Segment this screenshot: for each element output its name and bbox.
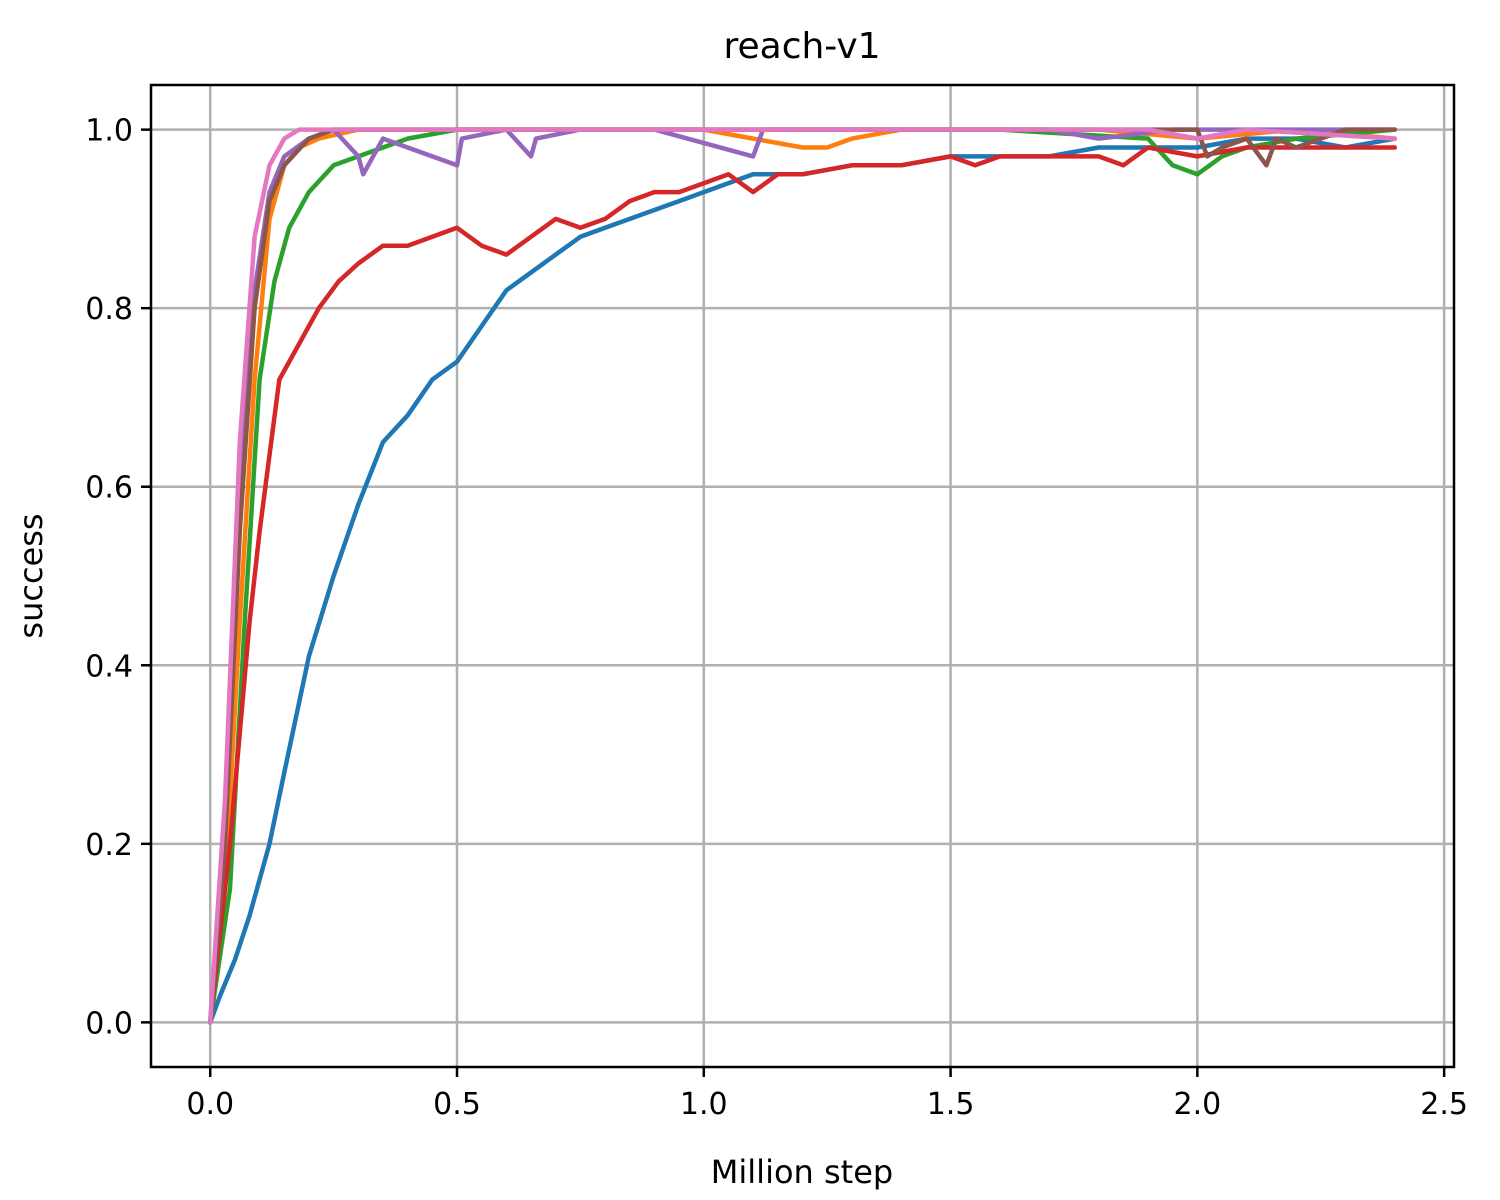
series-lines bbox=[207, 127, 1398, 1025]
series-line-5 bbox=[207, 127, 1398, 1025]
series-line-6 bbox=[207, 127, 1398, 1025]
y-tick-label: 0.2 bbox=[85, 828, 133, 863]
plot-frame bbox=[149, 83, 1456, 1069]
series-line-3 bbox=[207, 127, 1398, 1025]
x-tick-label: 0.0 bbox=[186, 1087, 234, 1122]
y-tick-label: 0.8 bbox=[85, 292, 133, 327]
x-axis: 0.0 0.5 1.0 1.5 2.0 2.5 bbox=[186, 1067, 1468, 1122]
x-tick-label: 2.5 bbox=[1420, 1087, 1468, 1122]
y-tick-label: 1.0 bbox=[85, 114, 133, 149]
grid-lines bbox=[151, 85, 1454, 1067]
series-line-7 bbox=[207, 127, 1398, 1025]
x-tick-label: 1.5 bbox=[927, 1087, 975, 1122]
y-tick-label: 0.6 bbox=[85, 471, 133, 506]
series-line-1 bbox=[207, 136, 1398, 1025]
x-axis-label: Million step bbox=[711, 1153, 893, 1191]
y-axis: 0.0 0.2 0.4 0.6 0.8 1.0 bbox=[85, 114, 151, 1041]
x-tick-label: 1.0 bbox=[680, 1087, 728, 1122]
series-line-2 bbox=[207, 127, 1398, 1025]
x-tick-label: 0.5 bbox=[433, 1087, 481, 1122]
y-tick-label: 0.0 bbox=[85, 1006, 133, 1041]
y-tick-label: 0.4 bbox=[85, 649, 133, 684]
chart-title: reach-v1 bbox=[723, 26, 880, 67]
y-axis-label: success bbox=[12, 513, 50, 638]
x-tick-label: 2.0 bbox=[1173, 1087, 1221, 1122]
series-line-4 bbox=[207, 145, 1398, 1025]
